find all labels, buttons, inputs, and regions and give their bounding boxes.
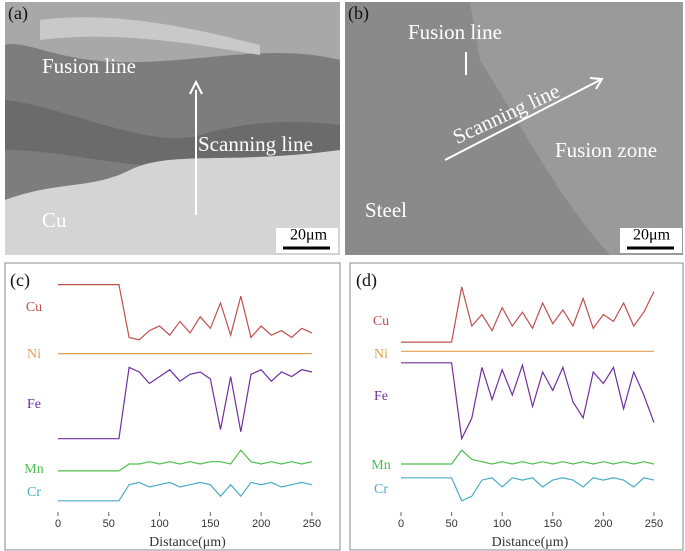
annotation: Steel — [365, 198, 407, 222]
legend-label: Ni — [374, 347, 388, 362]
legend-label: Mn — [371, 458, 390, 473]
annotation: Fusion line — [42, 54, 136, 78]
x-tick-label: 150 — [201, 518, 219, 530]
legend-label: Ni — [27, 347, 41, 362]
x-tick-label: 250 — [645, 518, 663, 530]
legend-label: Mn — [24, 462, 43, 477]
legend-label: Cr — [374, 482, 388, 497]
panel-label: (c) — [10, 270, 30, 291]
legend-label: Cu — [373, 314, 389, 329]
line-trace — [58, 481, 313, 502]
annotation: Scanning line — [198, 132, 313, 156]
legend-label: Cr — [27, 485, 41, 500]
x-tick-label: 150 — [544, 518, 562, 530]
scale-bar-label: 20μm — [290, 227, 328, 244]
legend-label: Fe — [374, 389, 388, 404]
line-trace — [58, 284, 313, 341]
x-axis-label: Distance(μm) — [492, 535, 569, 550]
annotation: Fusion zone — [555, 138, 657, 162]
line-trace — [58, 366, 313, 440]
legend-label: Cu — [26, 300, 42, 315]
x-tick-label: 0 — [55, 518, 61, 530]
panel-label: (b) — [348, 3, 369, 24]
x-tick-label: 100 — [150, 518, 168, 530]
x-axis-label: Distance(μm) — [149, 535, 226, 550]
scale-bar-label: 20μm — [633, 227, 671, 244]
x-tick-label: 0 — [398, 518, 404, 530]
legend-label: Fe — [27, 397, 41, 412]
x-tick-label: 50 — [103, 518, 115, 530]
sem-image-b — [345, 2, 683, 255]
line-trace — [58, 449, 313, 472]
line-trace — [401, 449, 655, 465]
annotation: Fusion line — [408, 20, 502, 44]
x-tick-label: 250 — [303, 518, 321, 530]
sem-image-a — [5, 2, 340, 255]
annotation: Cu — [42, 208, 67, 232]
x-tick-label: 100 — [493, 518, 511, 530]
x-tick-label: 200 — [252, 518, 270, 530]
chart-frame — [349, 262, 684, 551]
x-tick-label: 200 — [594, 518, 612, 530]
line-trace — [401, 362, 655, 441]
panel-label: (a) — [8, 3, 28, 24]
line-trace — [401, 286, 655, 343]
line-trace — [401, 477, 655, 502]
chart-frame — [4, 262, 341, 551]
x-tick-label: 50 — [445, 518, 457, 530]
panel-label: (d) — [356, 270, 377, 291]
